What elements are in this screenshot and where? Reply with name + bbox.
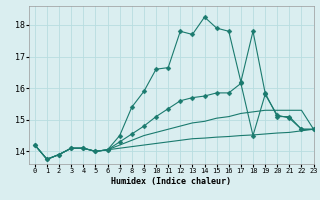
X-axis label: Humidex (Indice chaleur): Humidex (Indice chaleur) [111,177,231,186]
